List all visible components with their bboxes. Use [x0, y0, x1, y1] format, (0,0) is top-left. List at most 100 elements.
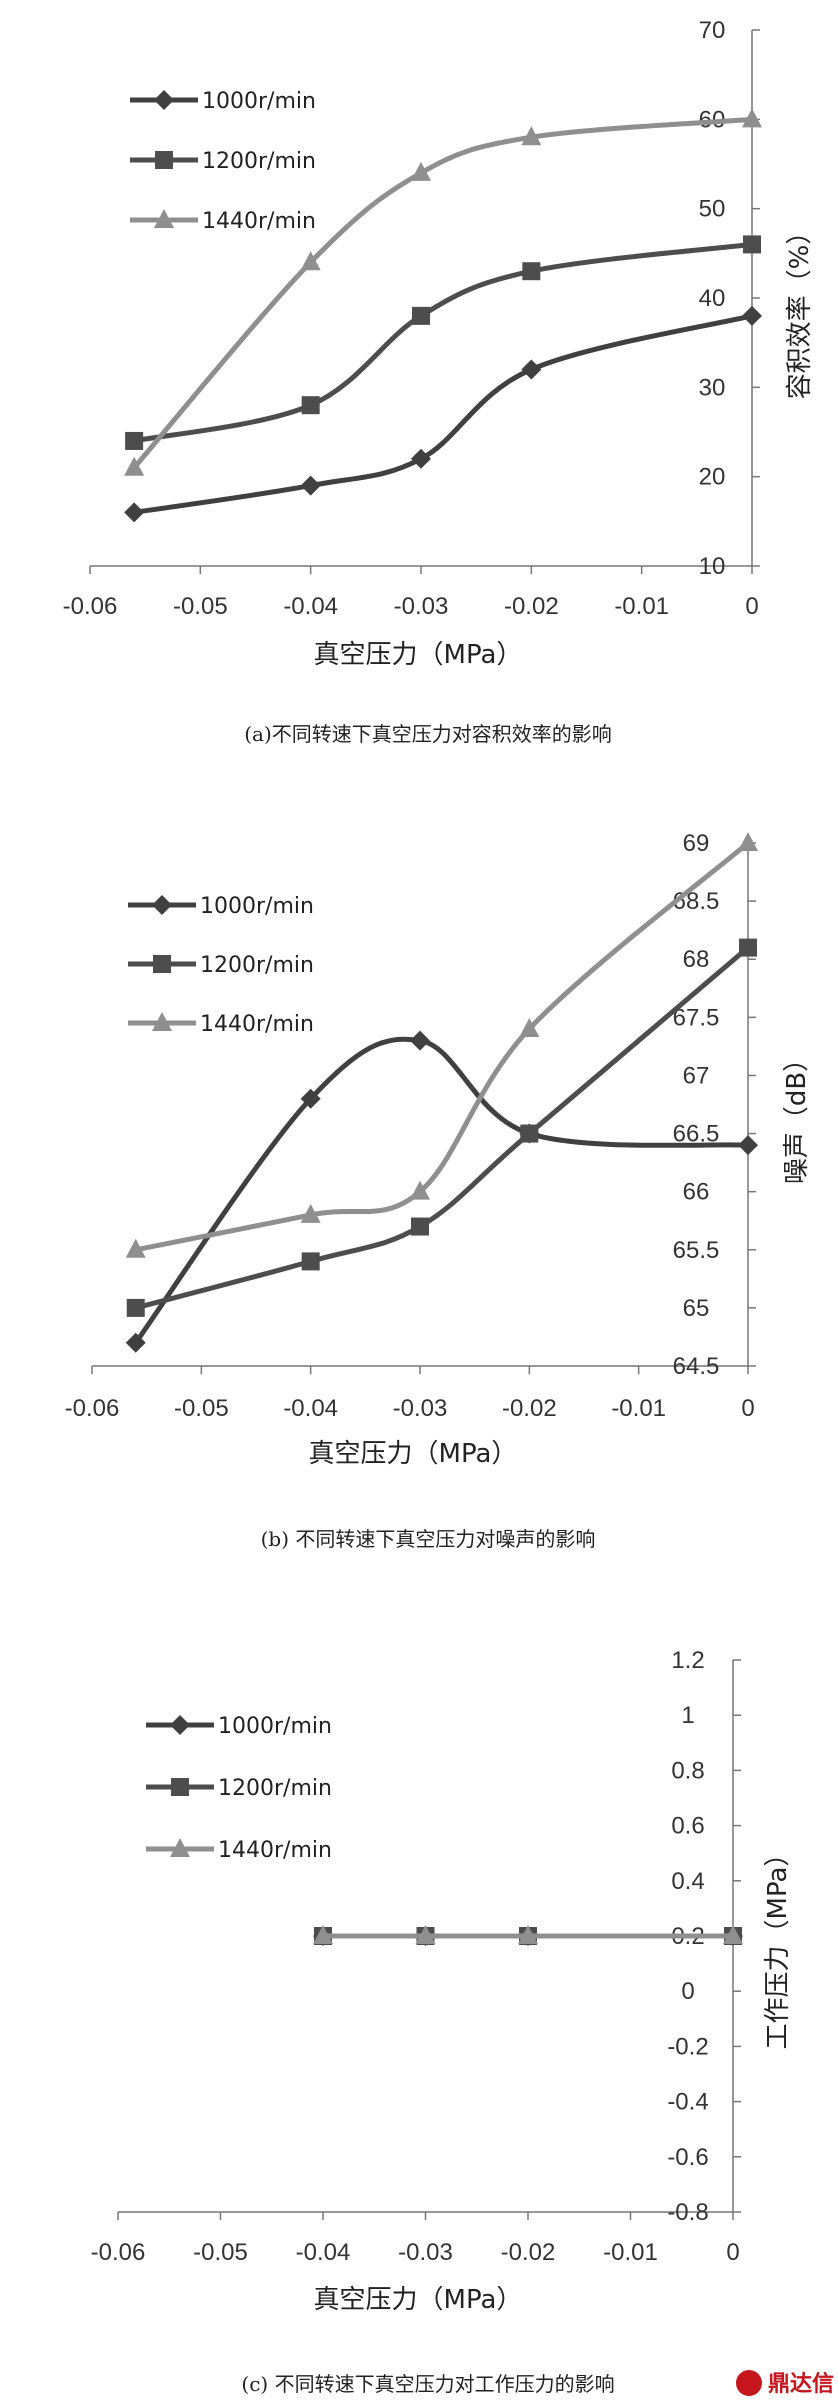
data-point — [301, 1252, 320, 1271]
data-point — [742, 108, 762, 128]
legend-entry: 1200r/min — [128, 953, 314, 978]
legend-entry: 1000r/min — [128, 894, 314, 919]
legend-marker — [153, 955, 171, 973]
figure-caption: (c) 不同转速下真空压力对工作压力的影响 — [241, 2372, 614, 2396]
y-tick-label: 70 — [699, 17, 726, 44]
data-point — [411, 448, 431, 469]
data-point — [519, 1017, 540, 1037]
x-tick-label: -0.06 — [91, 2239, 146, 2266]
x-tick-label: -0.03 — [398, 2239, 453, 2266]
legend-label: 1440r/min — [200, 1012, 314, 1037]
watermark: 鼎达信 — [736, 2370, 834, 2397]
y-tick-label: 66 — [683, 1179, 710, 1206]
y-tick-label: -0.2 — [667, 2033, 708, 2060]
x-axis-title: 真空压力（MPa） — [314, 640, 523, 670]
legend-label: 1000r/min — [200, 894, 314, 919]
series-line — [133, 840, 751, 1253]
legend-label: 1000r/min — [202, 89, 316, 114]
legend-entry: 1440r/min — [130, 209, 316, 234]
data-point — [411, 1217, 429, 1236]
y-tick-label: -0.6 — [667, 2144, 708, 2171]
legend-marker — [155, 151, 173, 169]
legend-marker — [154, 209, 174, 228]
y-tick-label: -0.8 — [667, 2199, 708, 2226]
legend-marker — [154, 90, 174, 110]
data-point — [124, 502, 145, 523]
y-tick-label: 1.2 — [671, 1647, 704, 1674]
x-tick-label: -0.02 — [504, 593, 559, 620]
legend-label: 1200r/min — [218, 1776, 332, 1801]
x-tick-label: -0.05 — [174, 1395, 229, 1422]
y-tick-label: 30 — [699, 374, 726, 401]
data-point — [411, 161, 431, 181]
x-tick-label: -0.03 — [394, 593, 449, 620]
data-point — [125, 1238, 146, 1258]
y-tick-label: 20 — [699, 464, 726, 491]
y-tick-label: 64.5 — [673, 1353, 720, 1380]
series-1000r/min — [124, 305, 762, 523]
series-line — [131, 313, 755, 515]
data-point — [301, 396, 320, 415]
data-point — [742, 305, 762, 326]
watermark-text: 鼎达信 — [768, 2371, 834, 2397]
y-tick-label: 67 — [683, 1062, 710, 1089]
x-tick-label: -0.04 — [283, 593, 338, 620]
y-tick-label: 65 — [683, 1295, 710, 1322]
y-tick-label: 0.6 — [671, 1813, 704, 1840]
x-tick-label: -0.06 — [63, 593, 118, 620]
y-tick-label: 10 — [699, 553, 726, 580]
legend-entry: 1200r/min — [146, 1776, 332, 1801]
data-point — [125, 1332, 146, 1353]
x-axis-title: 真空压力（MPa） — [309, 1439, 518, 1469]
legend-entry: 1440r/min — [128, 1012, 314, 1037]
legend-marker — [170, 1838, 190, 1857]
x-tick-label: -0.01 — [603, 2239, 658, 2266]
chart-noise: -0.06 -0.05 -0.04 -0.03 -0.02 -0.01 0 64.5 65 65.… — [65, 830, 812, 1551]
y-tick-label: 68.5 — [673, 888, 720, 915]
x-tick-label: 0 — [726, 2239, 739, 2266]
series-1200r/min — [126, 938, 757, 1317]
x-tick-label: -0.06 — [65, 1395, 120, 1422]
series-1000r/min — [125, 1030, 758, 1353]
series-1440r/min — [313, 1925, 743, 1944]
x-tick-label: -0.01 — [611, 1395, 666, 1422]
data-point — [522, 262, 541, 281]
data-point — [738, 832, 758, 851]
y-tick-label: 65.5 — [673, 1237, 720, 1264]
data-point — [415, 1925, 436, 1944]
legend-marker — [152, 1012, 172, 1031]
y-tick-label: 0.4 — [671, 1868, 704, 1895]
series-line — [133, 1036, 751, 1346]
data-point — [410, 1180, 430, 1200]
watermark-logo-icon — [736, 2370, 762, 2396]
x-tick-label: -0.02 — [502, 1395, 557, 1422]
y-axis-title: 噪声（dB） — [782, 1046, 812, 1184]
data-point — [300, 1088, 321, 1109]
x-tick-label: -0.05 — [193, 2239, 248, 2266]
legend-label: 1000r/min — [218, 1714, 332, 1739]
y-axis-title: 容积效率（%） — [785, 219, 815, 400]
data-point — [125, 431, 144, 450]
legend-entry: 1200r/min — [130, 149, 316, 174]
x-tick-label: -0.01 — [614, 593, 669, 620]
legend-label: 1440r/min — [202, 209, 316, 234]
x-tick-label: -0.04 — [283, 1395, 338, 1422]
chart-volumetric-efficiency: -0.06 -0.05 -0.04 -0.03 -0.02 -0.01 0 10 20 30 40 5… — [63, 17, 815, 746]
figure-caption: (b) 不同转速下真空压力对噪声的影响 — [261, 1527, 596, 1551]
data-point — [126, 1298, 145, 1317]
data-point — [520, 1124, 539, 1143]
legend-marker — [170, 1715, 190, 1735]
x-tick-label: -0.04 — [296, 2239, 351, 2266]
y-tick-label: 69 — [683, 830, 710, 857]
data-point — [313, 1925, 333, 1944]
series-1200r/min — [125, 235, 761, 450]
data-point — [743, 235, 761, 254]
y-tick-label: -0.4 — [667, 2089, 708, 2116]
chart-working-pressure: -0.06 -0.05 -0.04 -0.03 -0.02 -0.01 0 -0.8 -0.6 -… — [91, 1647, 793, 2396]
legend-label: 1200r/min — [200, 953, 314, 978]
data-point — [124, 456, 145, 476]
y-tick-label: 50 — [699, 196, 726, 223]
data-point — [300, 251, 321, 271]
data-point — [518, 1925, 538, 1944]
